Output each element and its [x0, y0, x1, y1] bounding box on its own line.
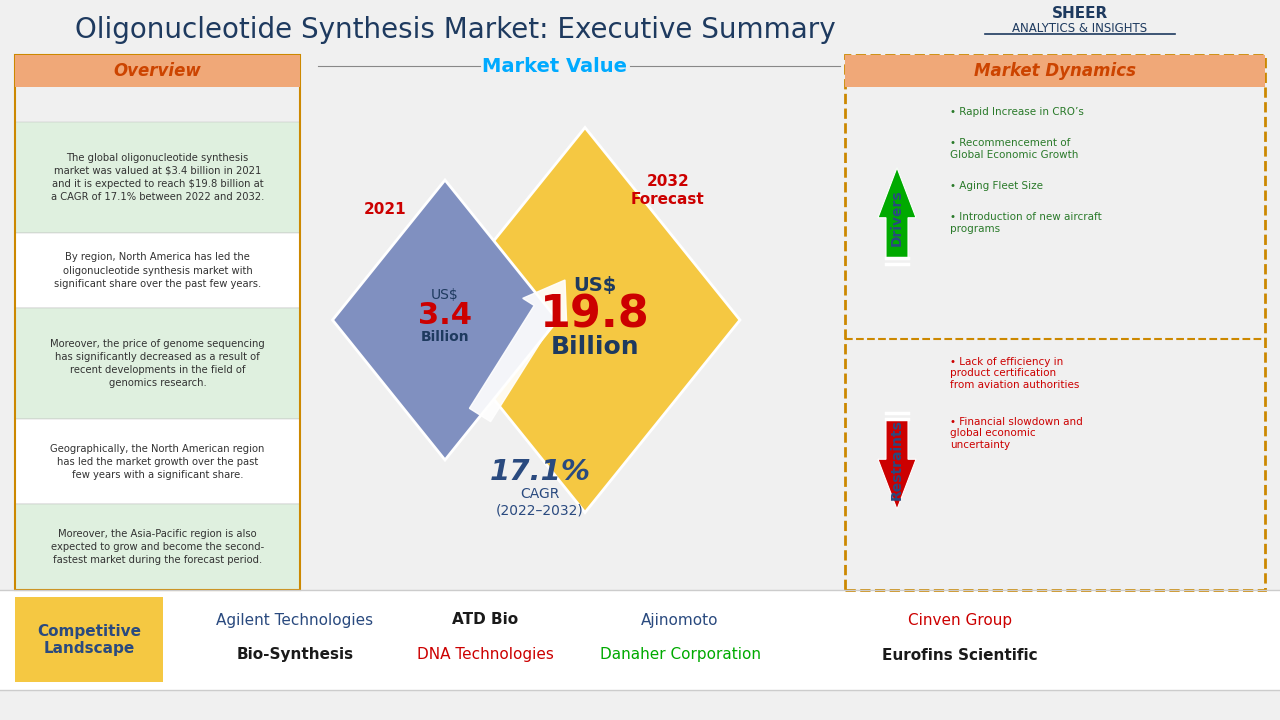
Text: Forecast: Forecast: [631, 192, 705, 207]
Text: • Financial slowdown and
global economic
uncertainty: • Financial slowdown and global economic…: [950, 417, 1083, 450]
FancyBboxPatch shape: [15, 597, 163, 682]
Text: By region, North America has led the
oligonucleotide synthesis market with
signi: By region, North America has led the oli…: [54, 253, 261, 289]
Text: Eurofins Scientific: Eurofins Scientific: [882, 647, 1038, 662]
FancyArrow shape: [470, 280, 567, 422]
Text: Ajinomoto: Ajinomoto: [641, 613, 719, 628]
FancyBboxPatch shape: [15, 122, 300, 233]
Polygon shape: [878, 419, 916, 509]
Polygon shape: [878, 168, 916, 258]
Text: Market Value: Market Value: [483, 56, 627, 76]
Text: • Lack of efficiency in
product certification
from aviation authorities: • Lack of efficiency in product certific…: [950, 357, 1079, 390]
FancyBboxPatch shape: [845, 55, 1265, 87]
Text: The global oligonucleotide synthesis
market was valued at $3.4 billion in 2021
a: The global oligonucleotide synthesis mar…: [51, 153, 264, 202]
FancyBboxPatch shape: [15, 419, 300, 505]
Text: Bio-Synthesis: Bio-Synthesis: [237, 647, 353, 662]
Text: ATD Bio: ATD Bio: [452, 613, 518, 628]
FancyBboxPatch shape: [0, 590, 1280, 690]
Text: Cinven Group: Cinven Group: [908, 613, 1012, 628]
Text: 19.8: 19.8: [540, 294, 650, 336]
Polygon shape: [430, 127, 740, 513]
Text: Agilent Technologies: Agilent Technologies: [216, 613, 374, 628]
Text: Overview: Overview: [114, 62, 201, 80]
Text: Danaher Corporation: Danaher Corporation: [599, 647, 760, 662]
FancyBboxPatch shape: [15, 505, 300, 590]
Text: Geographically, the North American region
has led the market growth over the pas: Geographically, the North American regio…: [50, 444, 265, 480]
Text: Moreover, the price of genome sequencing
has significantly decreased as a result: Moreover, the price of genome sequencing…: [50, 339, 265, 389]
Text: • Recommencement of
Global Economic Growth: • Recommencement of Global Economic Grow…: [950, 138, 1078, 160]
Text: Restraints: Restraints: [890, 419, 904, 500]
Text: 2021: 2021: [364, 202, 406, 217]
Text: • Rapid Increase in CRO’s: • Rapid Increase in CRO’s: [950, 107, 1084, 117]
Text: • Aging Fleet Size: • Aging Fleet Size: [950, 181, 1043, 191]
FancyBboxPatch shape: [15, 233, 300, 308]
Text: Competitive
Landscape: Competitive Landscape: [37, 624, 141, 656]
Text: US$: US$: [431, 288, 458, 302]
Text: • Introduction of new aircraft
programs: • Introduction of new aircraft programs: [950, 212, 1102, 234]
Text: ANALYTICS & INSIGHTS: ANALYTICS & INSIGHTS: [1012, 22, 1148, 35]
Text: 2032: 2032: [646, 174, 690, 189]
Text: Drivers: Drivers: [890, 189, 904, 246]
FancyBboxPatch shape: [15, 55, 300, 87]
FancyBboxPatch shape: [15, 308, 300, 419]
Polygon shape: [333, 180, 558, 460]
Text: 17.1%: 17.1%: [489, 458, 590, 486]
Text: Billion: Billion: [421, 330, 470, 344]
Text: 3.4: 3.4: [419, 300, 472, 330]
Text: Moreover, the Asia-Pacific region is also
expected to grow and become the second: Moreover, the Asia-Pacific region is als…: [51, 529, 264, 565]
Text: Billion: Billion: [550, 335, 639, 359]
Text: SHEER: SHEER: [1052, 6, 1108, 22]
Text: CAGR
(2022–2032): CAGR (2022–2032): [497, 487, 584, 517]
Text: Market Dynamics: Market Dynamics: [974, 62, 1137, 80]
Text: US$: US$: [573, 276, 617, 294]
Text: DNA Technologies: DNA Technologies: [416, 647, 553, 662]
Text: Oligonucleotide Synthesis Market: Executive Summary: Oligonucleotide Synthesis Market: Execut…: [74, 16, 836, 44]
